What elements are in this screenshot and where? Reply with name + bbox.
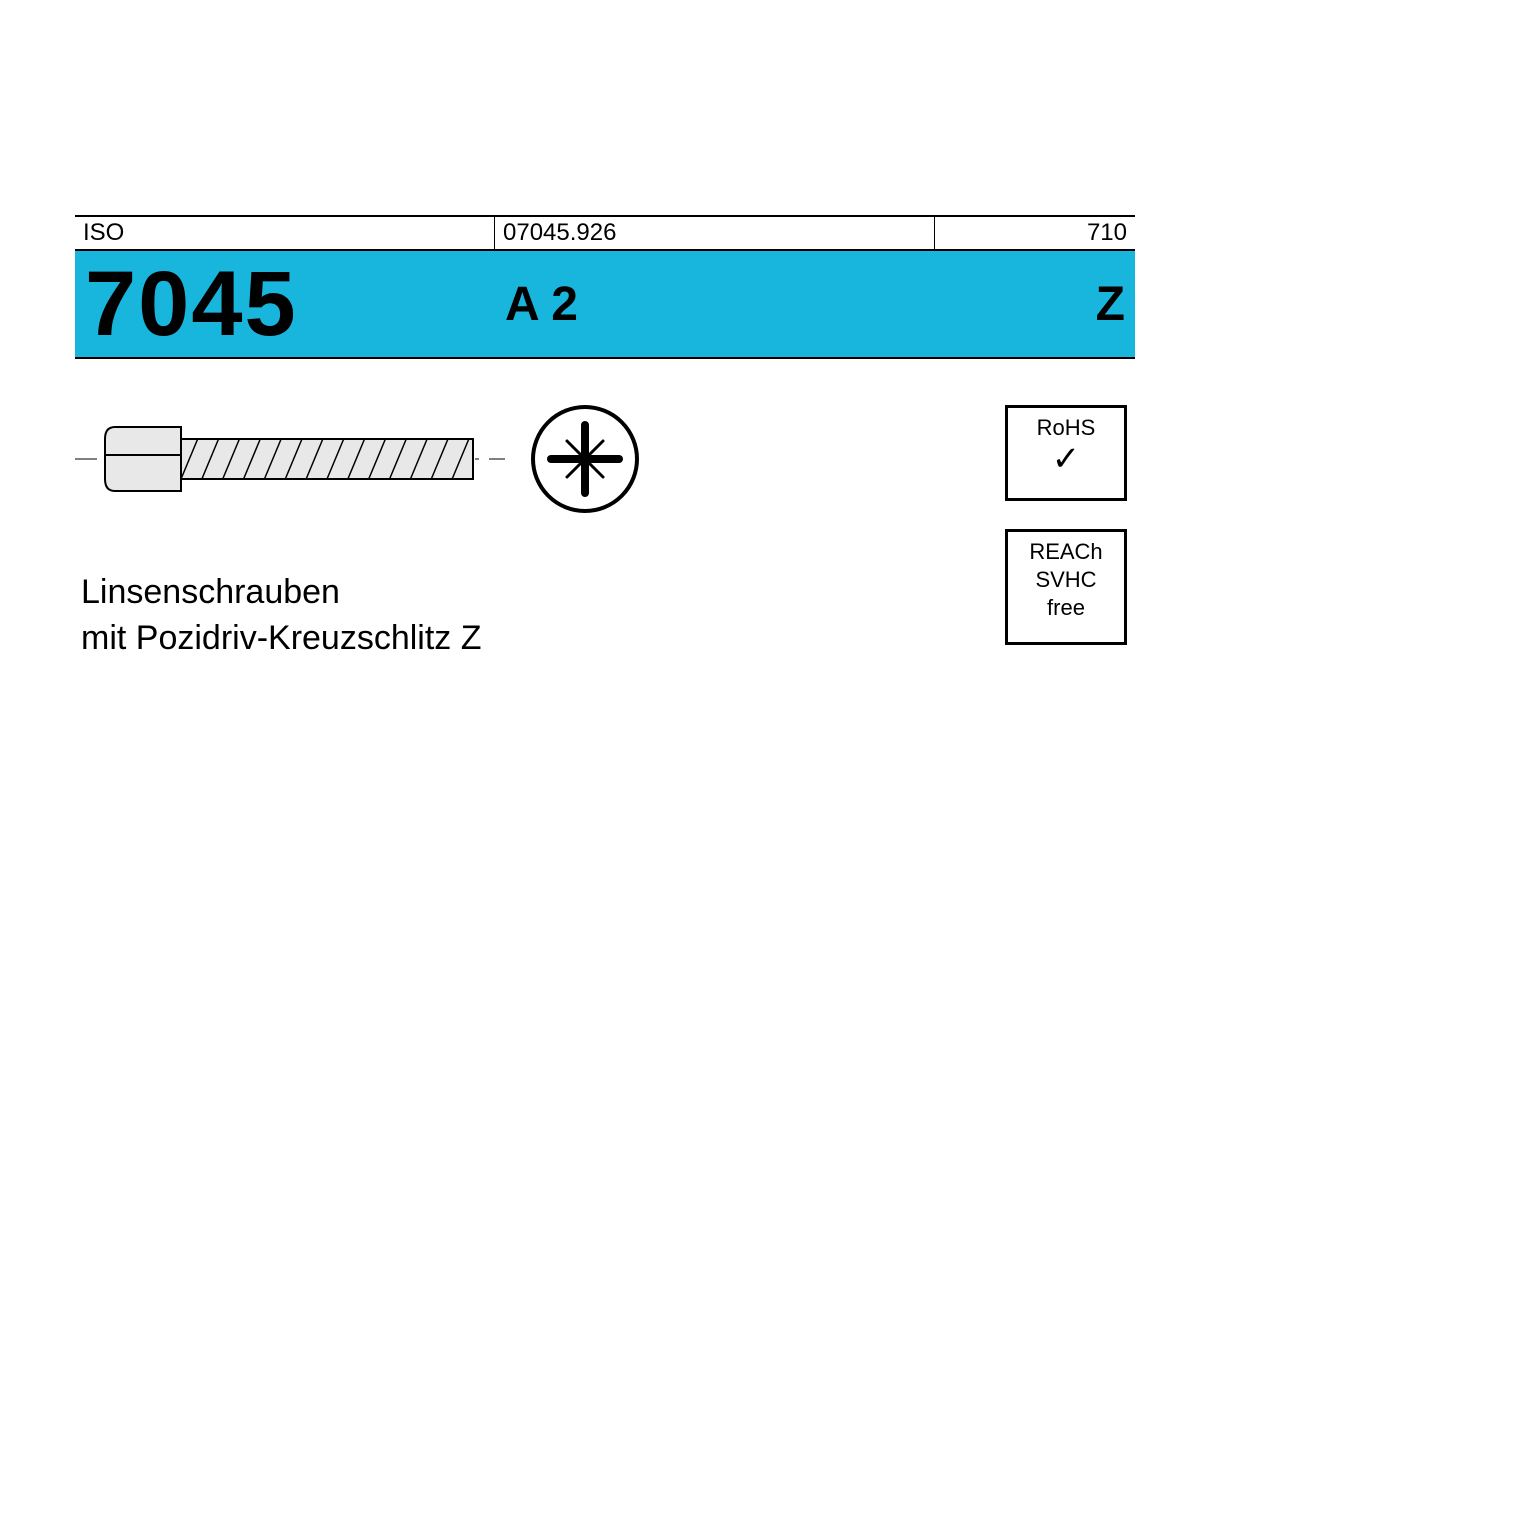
header-right: 710	[935, 217, 1135, 249]
band-drive: Z	[935, 251, 1135, 357]
description-title: Linsenschrauben	[81, 569, 1129, 615]
header-left: ISO	[75, 217, 495, 249]
diagram-area	[75, 359, 1135, 559]
standard-number: 7045	[85, 252, 298, 357]
pozidriv-symbol-icon	[515, 389, 655, 529]
product-label-card: ISO 07045.926 710 7045 A 2 Z	[75, 215, 1135, 1275]
band: 7045 A 2 Z	[75, 251, 1135, 359]
check-icon: ✓	[1012, 442, 1120, 476]
rohs-label: RoHS	[1012, 414, 1120, 442]
header-row: ISO 07045.926 710	[75, 215, 1135, 251]
reach-line1: REACh	[1012, 538, 1120, 566]
rohs-badge: RoHS ✓	[1005, 405, 1127, 501]
reach-line3: free	[1012, 594, 1120, 622]
description: Linsenschrauben mit Pozidriv-Kreuzschlit…	[75, 559, 1135, 661]
reach-badge: REACh SVHC free	[1005, 529, 1127, 645]
description-subtitle: mit Pozidriv-Kreuzschlitz Z	[81, 615, 1129, 661]
reach-line2: SVHC	[1012, 566, 1120, 594]
band-material: A 2	[495, 251, 935, 357]
header-mid: 07045.926	[495, 217, 935, 249]
band-left: 7045	[75, 251, 495, 357]
